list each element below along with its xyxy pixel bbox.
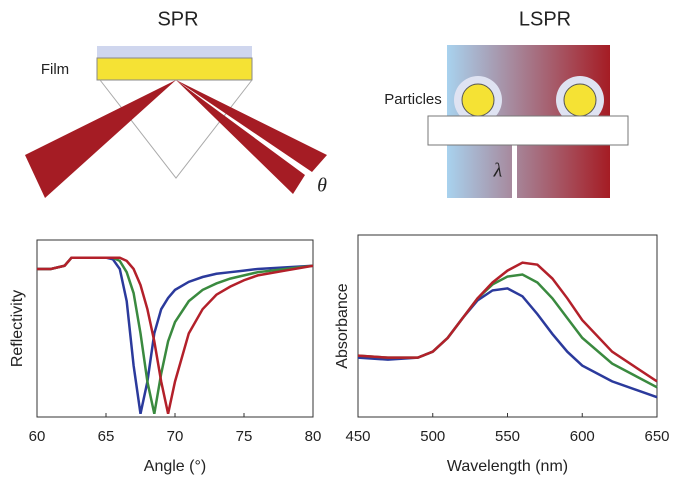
series-line	[357, 261, 658, 383]
particle	[461, 83, 495, 117]
plot-frame	[357, 234, 658, 418]
spr-diagram	[25, 46, 327, 198]
series-line	[37, 256, 314, 415]
x-tick-label: 70	[167, 428, 184, 445]
x-tick-label: 600	[570, 428, 595, 445]
x-tick-label: 75	[236, 428, 253, 445]
substrate	[427, 115, 629, 146]
reflected-beam	[176, 80, 327, 194]
x-tick-label: 500	[420, 428, 445, 445]
series-line	[37, 256, 314, 415]
medium-below	[447, 145, 610, 198]
prism-top	[97, 46, 252, 58]
annotation: Film	[41, 61, 69, 78]
incident-beam	[25, 80, 176, 198]
chart-title: LSPR	[519, 8, 571, 30]
annotation: θ	[317, 175, 327, 197]
y-axis-label: Absorbance	[334, 283, 351, 368]
annotation: Particles	[384, 91, 442, 108]
y-axis-label: Reflectivity	[9, 290, 26, 367]
x-axis-label: Angle (°)	[144, 458, 206, 475]
plot-frame	[36, 239, 314, 418]
x-tick-label: 450	[345, 428, 370, 445]
series-line	[357, 273, 658, 389]
lspr-diagram	[427, 45, 629, 198]
gap	[512, 145, 517, 198]
series-line	[357, 287, 658, 399]
annotation: λ	[493, 160, 503, 182]
film	[96, 57, 253, 81]
x-tick-label: 650	[644, 428, 669, 445]
x-tick-label: 550	[495, 428, 520, 445]
x-tick-label: 60	[29, 428, 46, 445]
x-axis-label: Wavelength (nm)	[447, 458, 568, 475]
series-line	[37, 256, 314, 415]
particle	[563, 83, 597, 117]
x-tick-label: 65	[98, 428, 115, 445]
chart-title: SPR	[157, 8, 198, 30]
x-tick-label: 80	[305, 428, 322, 445]
